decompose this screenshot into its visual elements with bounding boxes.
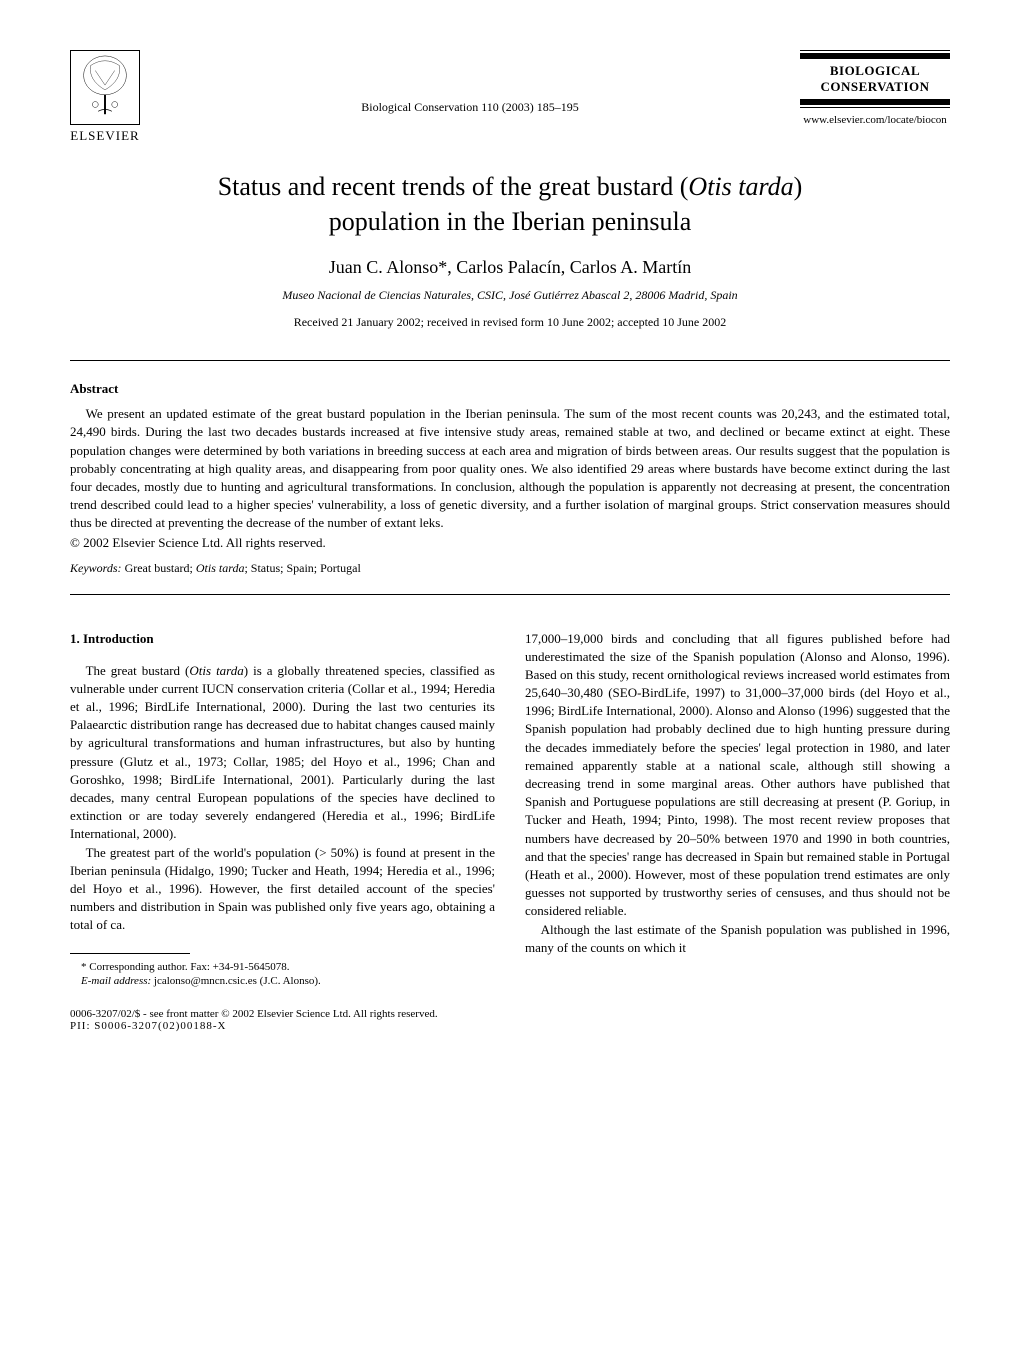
elsevier-tree-icon bbox=[70, 50, 140, 125]
title-line1-prefix: Status and recent trends of the great bu… bbox=[218, 172, 689, 201]
intro-p1-suffix: ) is a globally threatened species, clas… bbox=[70, 663, 495, 842]
column-left: 1. Introduction The great bustard (Otis … bbox=[70, 630, 495, 989]
intro-p1-species: Otis tarda bbox=[189, 663, 243, 678]
publisher-logo: ELSEVIER bbox=[70, 50, 140, 144]
article-title: Status and recent trends of the great bu… bbox=[70, 169, 950, 239]
abstract-text: We present an updated estimate of the gr… bbox=[70, 405, 950, 532]
abstract-heading: Abstract bbox=[70, 381, 950, 397]
logo-rule-top bbox=[800, 50, 950, 51]
logo-rule-thick bbox=[800, 53, 950, 59]
keywords-text: Great bustard; Otis tarda; Status; Spain… bbox=[122, 561, 361, 575]
intro-col2-p2: Although the last estimate of the Spanis… bbox=[525, 921, 950, 957]
journal-reference: Biological Conservation 110 (2003) 185–1… bbox=[361, 50, 579, 115]
title-line1-suffix: ) bbox=[794, 172, 803, 201]
body-columns: 1. Introduction The great bustard (Otis … bbox=[70, 630, 950, 989]
intro-p2: The greatest part of the world's populat… bbox=[70, 844, 495, 935]
rule-below-keywords bbox=[70, 594, 950, 595]
footer-pii: PII: S0006-3207(02)00188-X bbox=[70, 1020, 950, 1032]
intro-p1: The great bustard (Otis tarda) is a glob… bbox=[70, 662, 495, 844]
keywords: Keywords: Great bustard; Otis tarda; Sta… bbox=[70, 561, 950, 576]
page-header: ELSEVIER Biological Conservation 110 (20… bbox=[70, 50, 950, 144]
affiliation: Museo Nacional de Ciencias Naturales, CS… bbox=[70, 288, 950, 303]
footer-copyright: 0006-3207/02/$ - see front matter © 2002… bbox=[70, 1008, 950, 1020]
footnote-email: E-mail address: jcalonso@mncn.csic.es (J… bbox=[70, 974, 495, 988]
abstract-copyright: © 2002 Elsevier Science Ltd. All rights … bbox=[70, 535, 950, 551]
publisher-name: ELSEVIER bbox=[70, 128, 139, 144]
title-species-name: Otis tarda bbox=[688, 172, 793, 201]
footnote-rule bbox=[70, 953, 190, 954]
journal-name-line2: CONSERVATION bbox=[800, 79, 950, 95]
rule-above-abstract bbox=[70, 360, 950, 361]
received-dates: Received 21 January 2002; received in re… bbox=[70, 315, 950, 330]
column-right: 17,000–19,000 birds and concluding that … bbox=[525, 630, 950, 989]
intro-heading: 1. Introduction bbox=[70, 630, 495, 648]
keywords-label: Keywords: bbox=[70, 561, 122, 575]
footnote-email-value: jcalonso@mncn.csic.es (J.C. Alonso). bbox=[151, 975, 321, 987]
intro-col2-p1: 17,000–19,000 birds and concluding that … bbox=[525, 630, 950, 921]
footer: 0006-3207/02/$ - see front matter © 2002… bbox=[70, 1008, 950, 1032]
logo-rule-thick-2 bbox=[800, 99, 950, 105]
journal-logo-box: BIOLOGICAL CONSERVATION www.elsevier.com… bbox=[800, 50, 950, 126]
title-line2: population in the Iberian peninsula bbox=[329, 207, 691, 236]
journal-name-line1: BIOLOGICAL bbox=[800, 63, 950, 79]
journal-url: www.elsevier.com/locate/biocon bbox=[800, 114, 950, 126]
footnote-corresponding: * Corresponding author. Fax: +34-91-5645… bbox=[70, 960, 495, 974]
authors: Juan C. Alonso*, Carlos Palacín, Carlos … bbox=[70, 257, 950, 278]
footnote-email-label: E-mail address: bbox=[81, 975, 151, 987]
logo-rule-bottom bbox=[800, 107, 950, 108]
intro-p1-prefix: The great bustard ( bbox=[86, 663, 190, 678]
